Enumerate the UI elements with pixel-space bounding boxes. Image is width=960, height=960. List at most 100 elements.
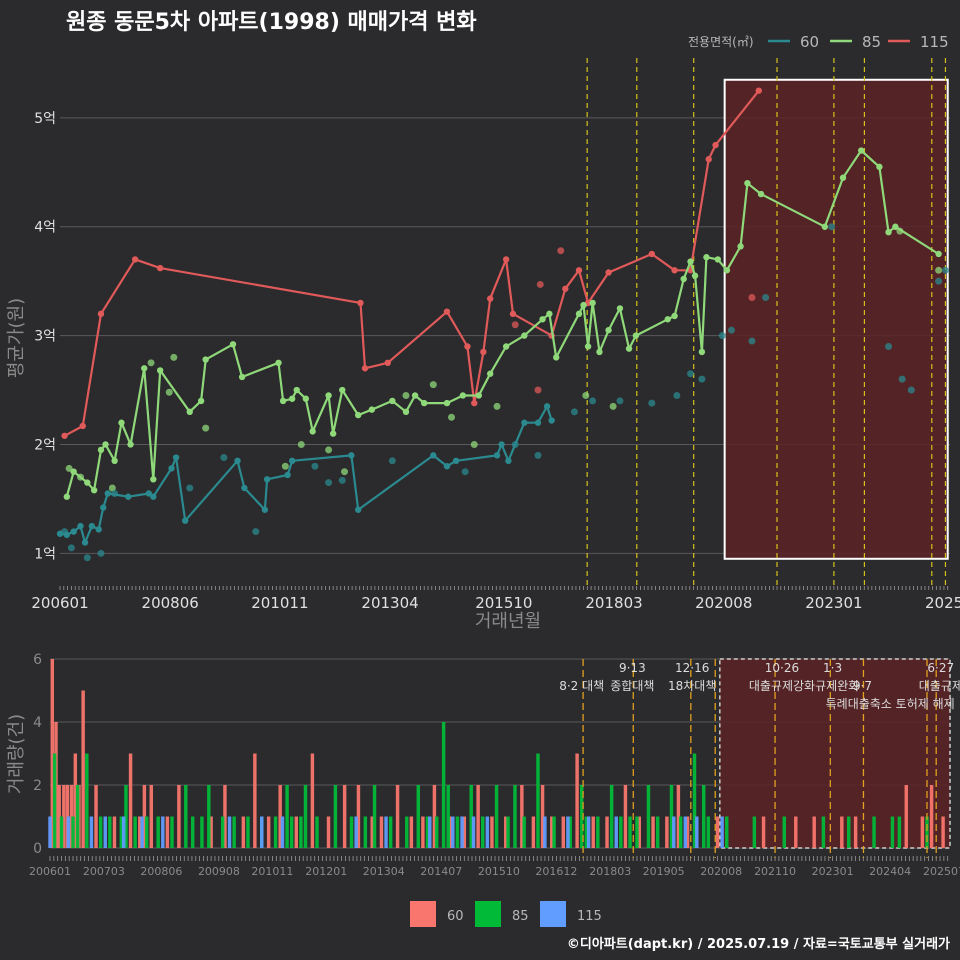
data-point-60 xyxy=(88,522,96,530)
bar-85 xyxy=(299,816,303,848)
scatter-point-85 xyxy=(609,402,617,410)
scatter-point-85 xyxy=(935,266,943,274)
bar-60 xyxy=(278,785,282,848)
data-point-85 xyxy=(63,493,71,500)
bar-115 xyxy=(103,816,107,848)
data-point-60 xyxy=(125,493,132,500)
scatter-point-85 xyxy=(402,391,410,399)
data-point-85 xyxy=(723,267,731,274)
bar-85 xyxy=(363,816,368,848)
bar-60 xyxy=(605,816,609,848)
bottom-legend-key-60 xyxy=(410,901,436,927)
data-point-85 xyxy=(575,310,583,318)
data-point-85 xyxy=(238,373,246,381)
bar-85 xyxy=(655,816,660,848)
policy-annotation: 9·7 xyxy=(853,679,872,693)
bar-115 xyxy=(543,816,547,848)
data-point-115 xyxy=(384,359,391,367)
x-tick-label: 201011 xyxy=(251,594,308,612)
bar-60 xyxy=(165,816,170,848)
data-point-60 xyxy=(100,504,107,511)
bar-85 xyxy=(446,785,450,848)
data-point-85 xyxy=(229,341,237,348)
policy-annotation: 6·27 xyxy=(927,661,954,675)
bar-85 xyxy=(388,816,393,848)
bar-60 xyxy=(421,816,425,848)
bar-60 xyxy=(253,753,257,848)
bar-y-tick-label: 4 xyxy=(33,715,42,731)
bar-115 xyxy=(460,816,464,848)
scatter-point-60 xyxy=(97,549,105,557)
data-point-85 xyxy=(389,397,396,405)
bar-85 xyxy=(190,816,195,848)
bar-60 xyxy=(177,785,181,848)
data-point-85 xyxy=(102,441,109,448)
bar-60 xyxy=(520,785,524,848)
scatter-point-60 xyxy=(687,370,695,378)
bar-60 xyxy=(395,785,400,848)
scatter-point-85 xyxy=(147,359,155,367)
scatter-point-60 xyxy=(673,391,681,399)
policy-annotation: 규제완화 xyxy=(815,679,859,693)
scatter-point-60 xyxy=(616,397,624,405)
data-point-85 xyxy=(691,272,699,279)
data-point-85 xyxy=(892,223,899,230)
data-point-85 xyxy=(156,367,164,374)
data-point-115 xyxy=(443,308,451,315)
scatter-point-60 xyxy=(898,375,906,383)
bar-85 xyxy=(200,816,204,848)
bar-85 xyxy=(872,816,876,848)
bar-60 xyxy=(73,753,78,848)
data-point-60 xyxy=(104,490,112,497)
scatter-point-85 xyxy=(429,381,437,389)
data-point-60 xyxy=(181,517,189,524)
data-point-85 xyxy=(288,395,296,402)
bar-115 xyxy=(672,816,676,848)
bar-x-tick-label: 200703 xyxy=(83,865,125,878)
bar-x-tick-label: 201201 xyxy=(305,865,347,878)
scatter-point-60 xyxy=(186,484,194,492)
data-point-60 xyxy=(172,454,180,461)
data-point-60 xyxy=(498,441,505,448)
bar-115 xyxy=(720,816,724,848)
scatter-point-115 xyxy=(511,321,519,329)
policy-annotation: 18차대책 xyxy=(668,678,716,693)
data-point-115 xyxy=(471,399,478,407)
series-line-115 xyxy=(64,90,760,437)
data-point-85 xyxy=(680,275,687,283)
scatter-point-85 xyxy=(202,424,210,432)
data-point-85 xyxy=(402,408,410,416)
data-point-115 xyxy=(509,310,517,318)
bar-115 xyxy=(428,816,432,848)
bar-115 xyxy=(566,816,570,848)
bar-85 xyxy=(925,816,929,848)
bar-85 xyxy=(144,816,149,848)
bar-x-tick-label: 202008 xyxy=(700,865,742,878)
data-point-85 xyxy=(443,399,451,407)
bar-x-tick-label: 201803 xyxy=(589,865,631,878)
data-point-85 xyxy=(302,395,310,402)
scatter-point-60 xyxy=(589,397,597,405)
bar-60 xyxy=(94,785,98,848)
bar-85 xyxy=(846,816,851,848)
bar-60 xyxy=(623,785,628,848)
bar-85 xyxy=(133,816,137,848)
data-point-85 xyxy=(625,345,633,352)
data-point-85 xyxy=(118,419,125,426)
bar-60 xyxy=(540,785,545,848)
bar-85 xyxy=(372,785,377,848)
legend-label-85: 85 xyxy=(862,33,881,51)
data-point-85 xyxy=(339,386,346,394)
data-point-85 xyxy=(580,301,587,309)
bar-85 xyxy=(584,816,589,848)
bar-85 xyxy=(579,785,584,848)
bar-85 xyxy=(207,785,211,848)
bar-60 xyxy=(853,816,858,848)
bar-60 xyxy=(370,816,374,848)
scatter-point-85 xyxy=(325,446,333,454)
data-point-115 xyxy=(487,295,494,302)
bar-85 xyxy=(416,785,421,848)
scatter-point-60 xyxy=(828,223,836,231)
bar-115 xyxy=(683,816,688,848)
data-point-115 xyxy=(671,267,678,274)
